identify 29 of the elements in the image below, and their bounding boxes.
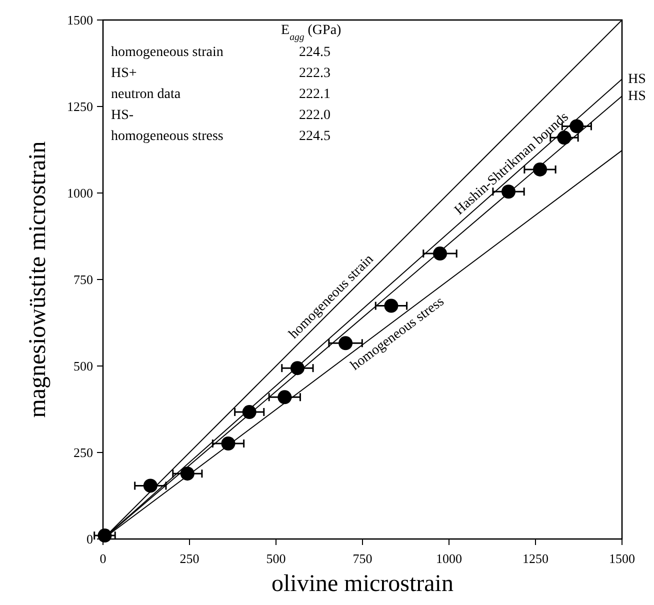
x-tick-label: 1000 — [436, 551, 462, 566]
x-tick-label: 1500 — [609, 551, 635, 566]
annotation: homogeneous stress — [111, 129, 224, 144]
annotation: 222.1 — [299, 87, 330, 102]
annotation: 224.5 — [299, 129, 330, 144]
annotation: HS- — [111, 108, 134, 123]
y-tick-label: 250 — [74, 445, 93, 460]
annotation: 224.5 — [299, 45, 330, 60]
x-tick-label: 750 — [352, 551, 372, 566]
x-tick-label: 1250 — [522, 551, 548, 566]
annotation: E$_{agg}$ (GPa) — [281, 23, 342, 42]
y-tick-label: 0 — [86, 532, 93, 547]
y-axis-title: magnesiowüstite microstrain — [25, 141, 51, 418]
x-axis-title: olivine microstrain — [272, 571, 454, 597]
x-tick-label: 250 — [180, 551, 200, 566]
annotation: HS+ — [111, 66, 137, 81]
annotation: 222.0 — [299, 108, 330, 123]
y-tick-label: 750 — [74, 272, 93, 288]
annotation: HS — [628, 89, 646, 104]
x-tick-label: 0 — [100, 551, 106, 566]
annotation: 222.3 — [299, 66, 330, 81]
annotation: HS — [628, 72, 646, 88]
y-tick-label: 1000 — [67, 186, 93, 201]
y-tick-label: 1500 — [67, 12, 93, 28]
annotation: homogeneous strain — [111, 45, 224, 60]
annotation: neutron data — [111, 87, 182, 102]
y-tick-label: 1250 — [67, 99, 93, 114]
x-tick-label: 500 — [266, 551, 286, 566]
y-tick-label: 500 — [74, 358, 93, 374]
